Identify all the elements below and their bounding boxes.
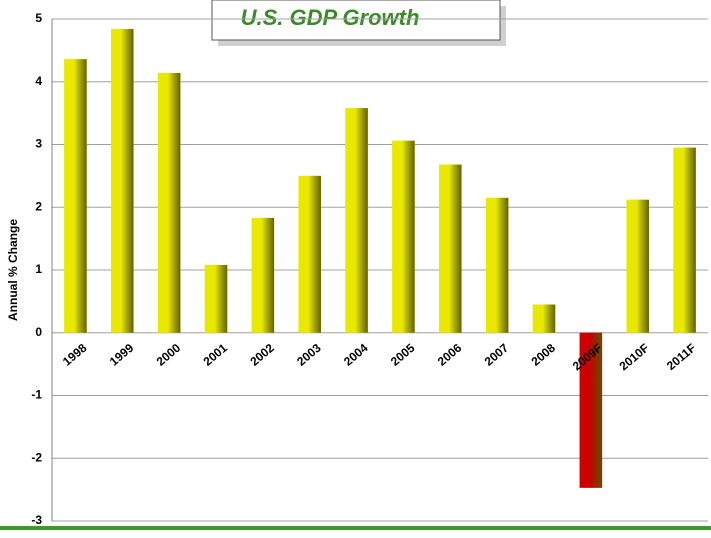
x-tick-label: 1999 (107, 341, 137, 369)
chart-title: U.S. GDP Growth (241, 5, 420, 30)
y-axis-label: Annual % Change (6, 219, 20, 321)
bar-shade (345, 108, 368, 333)
y-tick-label: 1 (35, 262, 42, 276)
y-tick-label: -3 (31, 513, 42, 527)
x-tick-label: 2010F (617, 341, 652, 374)
y-tick-label: 3 (35, 137, 42, 151)
y-tick-label: -2 (31, 450, 42, 464)
bar-shade (157, 72, 181, 333)
x-tick-label: 2011F (664, 341, 699, 373)
x-tick-label: 2004 (341, 341, 371, 369)
bar-shade (64, 59, 87, 333)
x-tick-label: 2006 (435, 341, 465, 369)
bar-shade (204, 264, 228, 333)
bar-shade (532, 304, 556, 333)
bar-shade (111, 29, 134, 333)
bar-shade (251, 217, 275, 333)
footer-bar (0, 526, 711, 530)
x-tick-label: 2003 (294, 341, 324, 369)
x-tick-label: 2000 (154, 341, 184, 369)
bar-shade (485, 197, 509, 333)
x-tick-label: 2005 (388, 341, 418, 369)
title-box (211, 0, 501, 41)
bar-shade (673, 147, 696, 333)
x-tick-label: 2001 (201, 341, 231, 369)
x-tick-label: 2002 (247, 341, 277, 369)
bar-shade (298, 175, 321, 333)
y-tick-label: 4 (35, 74, 42, 88)
bar-shade (579, 332, 603, 488)
y-tick-label: 5 (35, 11, 42, 25)
bar-shade (392, 140, 415, 333)
bar-shade (439, 164, 462, 333)
x-tick-label: 1998 (60, 341, 90, 369)
y-tick-label: 0 (35, 325, 42, 339)
y-tick-label: -1 (31, 388, 42, 402)
x-tick-label: 2008 (529, 341, 559, 369)
x-tick-label: 2007 (482, 341, 512, 369)
bar-shade (626, 199, 649, 333)
y-tick-label: 2 (35, 199, 42, 213)
